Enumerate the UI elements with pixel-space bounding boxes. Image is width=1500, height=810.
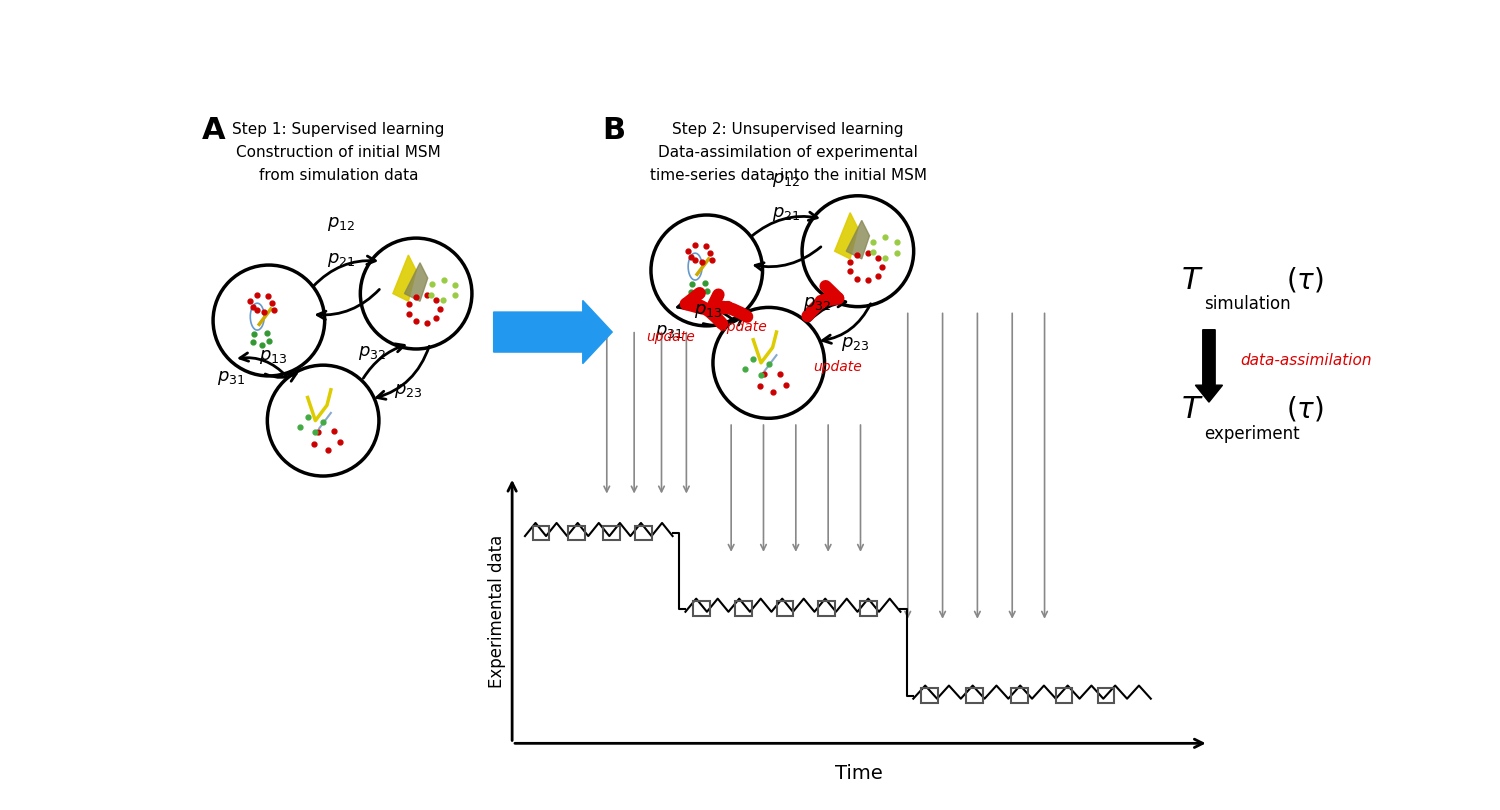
Text: Construction of initial MSM: Construction of initial MSM: [237, 145, 441, 160]
Text: $(\tau)$: $(\tau)$: [1287, 266, 1324, 295]
Text: time-series data into the initial MSM: time-series data into the initial MSM: [650, 168, 927, 183]
FancyArrowPatch shape: [704, 317, 742, 326]
Text: $p_{23}$: $p_{23}$: [394, 382, 423, 400]
Text: A: A: [201, 117, 225, 146]
Text: B: B: [602, 117, 625, 146]
Text: Time: Time: [836, 764, 882, 782]
Text: simulation: simulation: [1204, 295, 1292, 313]
Text: $(\tau)$: $(\tau)$: [1287, 394, 1324, 424]
Polygon shape: [405, 262, 427, 301]
Polygon shape: [393, 255, 416, 301]
FancyArrow shape: [494, 301, 612, 364]
Text: $p_{13}$: $p_{13}$: [258, 348, 286, 366]
Text: update: update: [646, 330, 694, 344]
Text: $p_{31}$: $p_{31}$: [217, 369, 246, 387]
FancyArrowPatch shape: [363, 344, 405, 378]
Text: update: update: [813, 360, 862, 373]
FancyArrowPatch shape: [810, 299, 846, 321]
FancyArrowPatch shape: [678, 301, 732, 319]
Text: $T$: $T$: [1180, 394, 1203, 424]
Text: $p_{32}$: $p_{32}$: [802, 295, 831, 313]
Text: Data-assimilation of experimental: Data-assimilation of experimental: [658, 145, 918, 160]
Text: Step 1: Supervised learning: Step 1: Supervised learning: [232, 122, 446, 137]
FancyArrowPatch shape: [752, 212, 818, 237]
Polygon shape: [846, 220, 870, 259]
Polygon shape: [834, 213, 858, 259]
Text: $p_{23}$: $p_{23}$: [842, 335, 870, 352]
Text: Experimental data: Experimental data: [489, 535, 507, 688]
Text: experiment: experiment: [1204, 425, 1300, 443]
FancyArrowPatch shape: [376, 346, 429, 399]
FancyArrowPatch shape: [314, 256, 375, 286]
FancyArrow shape: [1196, 330, 1222, 402]
FancyArrowPatch shape: [754, 247, 820, 271]
FancyArrowPatch shape: [266, 373, 297, 382]
Text: $p_{12}$: $p_{12}$: [772, 172, 801, 190]
FancyArrowPatch shape: [240, 353, 286, 376]
FancyArrowPatch shape: [807, 286, 838, 316]
Text: $p_{21}$: $p_{21}$: [327, 251, 356, 270]
Text: Step 2: Unsupervised learning: Step 2: Unsupervised learning: [672, 122, 904, 137]
Text: $p_{12}$: $p_{12}$: [327, 215, 356, 233]
Text: $p_{31}$: $p_{31}$: [656, 323, 684, 341]
Text: update: update: [718, 320, 766, 334]
Text: data-assimilation: data-assimilation: [1240, 353, 1371, 368]
FancyArrowPatch shape: [318, 289, 380, 319]
Text: from simulation data: from simulation data: [260, 168, 419, 183]
Text: $p_{32}$: $p_{32}$: [358, 343, 386, 362]
Text: $p_{13}$: $p_{13}$: [694, 302, 723, 320]
FancyArrowPatch shape: [686, 293, 722, 324]
Text: $p_{21}$: $p_{21}$: [772, 205, 801, 224]
Text: $T$: $T$: [1180, 265, 1203, 296]
FancyArrowPatch shape: [711, 295, 747, 317]
FancyArrowPatch shape: [822, 304, 870, 343]
